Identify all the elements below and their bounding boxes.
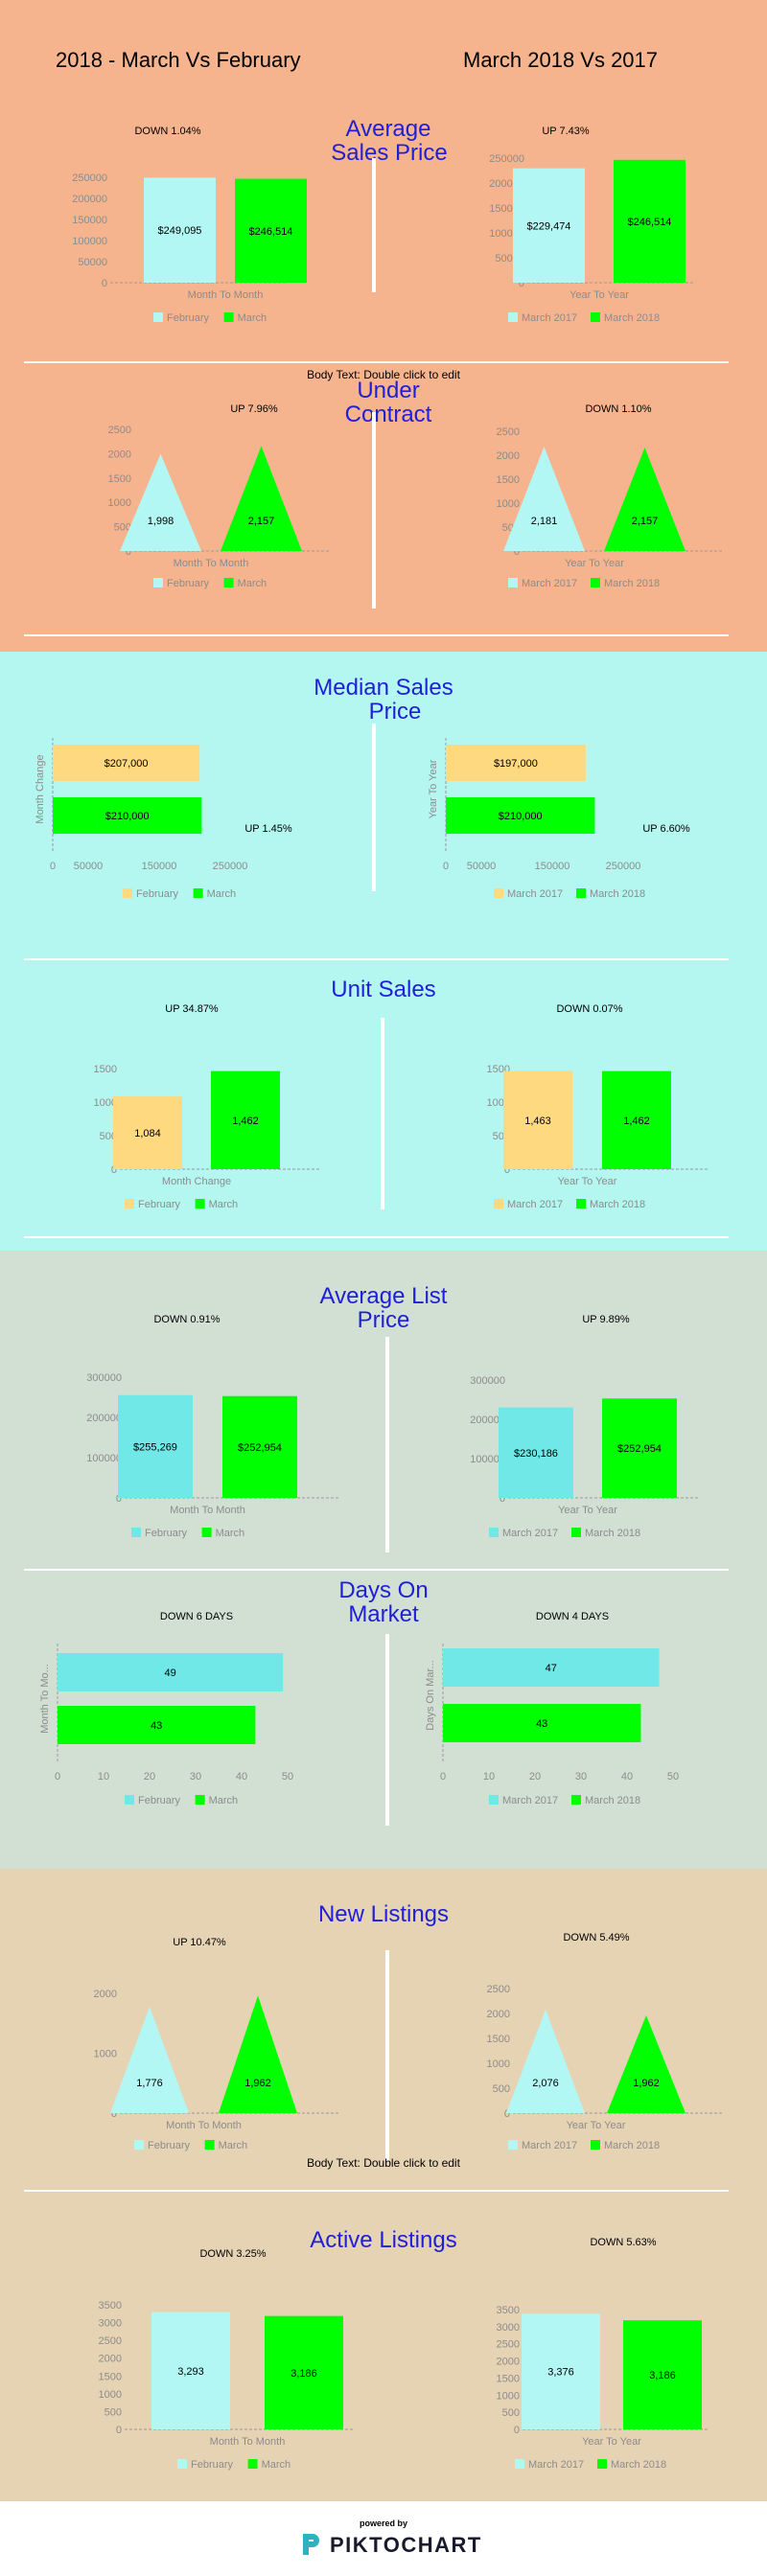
horizontal-divider xyxy=(24,1569,729,1571)
section-title-median-sales-price: Median Sales Price xyxy=(0,676,767,724)
piktochart-brand[interactable]: PIKTOCHART xyxy=(330,2533,482,2557)
vertical-divider xyxy=(372,412,376,609)
header-left: 2018 - March Vs February xyxy=(56,48,301,72)
section-title-average-list-price: Average List Price xyxy=(0,1284,767,1332)
title-line: Market xyxy=(348,1601,419,1627)
vertical-divider xyxy=(385,1950,389,2161)
title-line: Average xyxy=(345,116,431,142)
section-title-unit-sales: Unit Sales xyxy=(0,978,767,1001)
horizontal-divider xyxy=(24,2190,729,2192)
vertical-divider xyxy=(381,1018,384,1209)
title-line: Contract xyxy=(344,402,432,427)
horizontal-divider xyxy=(24,1236,729,1238)
horizontal-divider xyxy=(24,958,729,960)
vertical-divider xyxy=(372,158,376,292)
section-title-average-sales-price: Average Sales Price xyxy=(0,117,767,165)
piktochart-logo-icon[interactable] xyxy=(295,2530,477,2559)
powered-by-text: powered by xyxy=(359,2518,407,2528)
band-sage xyxy=(0,1251,767,1869)
title-line: Price xyxy=(357,1307,410,1333)
section-title-active-listings: Active Listings xyxy=(0,2228,767,2252)
header-right: March 2018 Vs 2017 xyxy=(463,48,659,72)
body-text-note[interactable]: Body Text: Double click to edit xyxy=(307,2156,460,2170)
horizontal-divider xyxy=(24,361,729,363)
body-text-note[interactable]: Body Text: Double click to edit xyxy=(307,368,460,381)
title-line: Median Sales xyxy=(314,675,453,701)
vertical-divider xyxy=(372,724,376,891)
title-line: New Listings xyxy=(317,1901,450,1927)
horizontal-divider xyxy=(24,634,729,636)
title-line: Active Listings xyxy=(310,2227,457,2253)
title-line: Days On xyxy=(338,1577,429,1603)
vertical-divider xyxy=(385,1634,389,1826)
footer xyxy=(0,2501,767,2576)
title-line: Under xyxy=(357,378,420,403)
section-title-days-on-market: Days On Market xyxy=(0,1578,767,1626)
band-tan xyxy=(0,1869,767,2501)
title-line: Average List xyxy=(319,1283,448,1309)
title-line: Unit Sales xyxy=(331,977,436,1002)
section-title-new-listings: New Listings xyxy=(0,1902,767,1926)
title-line: Sales Price xyxy=(331,140,448,166)
vertical-divider xyxy=(385,1337,389,1552)
band-orange xyxy=(0,0,767,652)
title-line: Price xyxy=(368,699,422,724)
section-title-under-contract: Under Contract xyxy=(0,379,767,426)
